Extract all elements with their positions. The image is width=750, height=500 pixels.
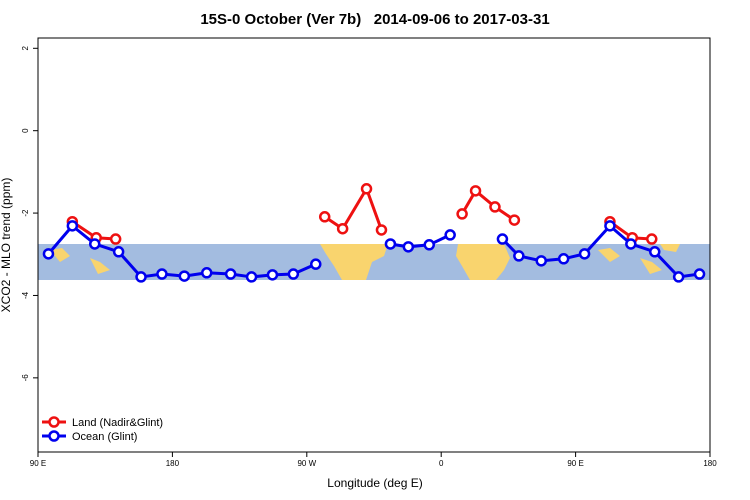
point [88, 238, 101, 250]
x-tick-label: 90 W [297, 459, 316, 468]
point [604, 220, 616, 232]
x-axis-label: Longitude (deg E) [327, 476, 422, 490]
x-tick-label: 90 E [30, 459, 46, 468]
point [360, 183, 373, 195]
map-strip [38, 244, 710, 280]
x-tick-label: 0 [439, 459, 444, 468]
point [375, 224, 388, 236]
point [224, 268, 237, 280]
plot-frame [37, 37, 711, 453]
point [496, 233, 509, 245]
point [672, 271, 685, 283]
chart-title: 15S-0 October (Ver 7b) 2014-09-06 to 201… [200, 11, 549, 28]
point [310, 258, 322, 270]
point [178, 270, 191, 282]
point [423, 239, 436, 251]
point [646, 233, 658, 245]
x-tick-label: 90 E [567, 459, 583, 468]
point [625, 238, 637, 250]
point [287, 268, 300, 280]
x-tick-label: 180 [166, 459, 180, 468]
series-line [71, 185, 652, 241]
y-tick-label: 2 [21, 46, 30, 51]
point [402, 241, 415, 253]
point [444, 229, 456, 241]
point [384, 238, 397, 250]
point [508, 214, 521, 226]
point [693, 268, 706, 280]
point [535, 255, 548, 267]
y-axis-label: XCO2 - MLO trend (ppm) [0, 178, 13, 313]
point [318, 211, 331, 223]
point [578, 248, 591, 260]
point [156, 268, 168, 280]
point [66, 220, 79, 232]
y-tick-label: -2 [21, 209, 30, 217]
point [469, 185, 482, 197]
point [200, 267, 213, 279]
point [112, 246, 125, 258]
point [557, 253, 570, 265]
point [266, 269, 279, 281]
y-tick-label: -6 [21, 374, 30, 382]
legend-label: Land (Nadir&Glint) [72, 417, 163, 429]
y-tick-label: -4 [21, 291, 30, 299]
point [42, 248, 55, 260]
legend-label: Ocean (Glint) [72, 431, 137, 443]
point [648, 246, 661, 258]
point [135, 271, 147, 283]
point [336, 222, 349, 235]
point [513, 250, 525, 262]
legend-marker [48, 416, 60, 428]
point [245, 271, 258, 283]
point [489, 201, 501, 213]
x-tick-label: 180 [703, 459, 717, 468]
point [456, 208, 468, 220]
point [109, 233, 122, 245]
legend-marker [48, 430, 60, 442]
y-tick-label: 0 [21, 128, 30, 133]
